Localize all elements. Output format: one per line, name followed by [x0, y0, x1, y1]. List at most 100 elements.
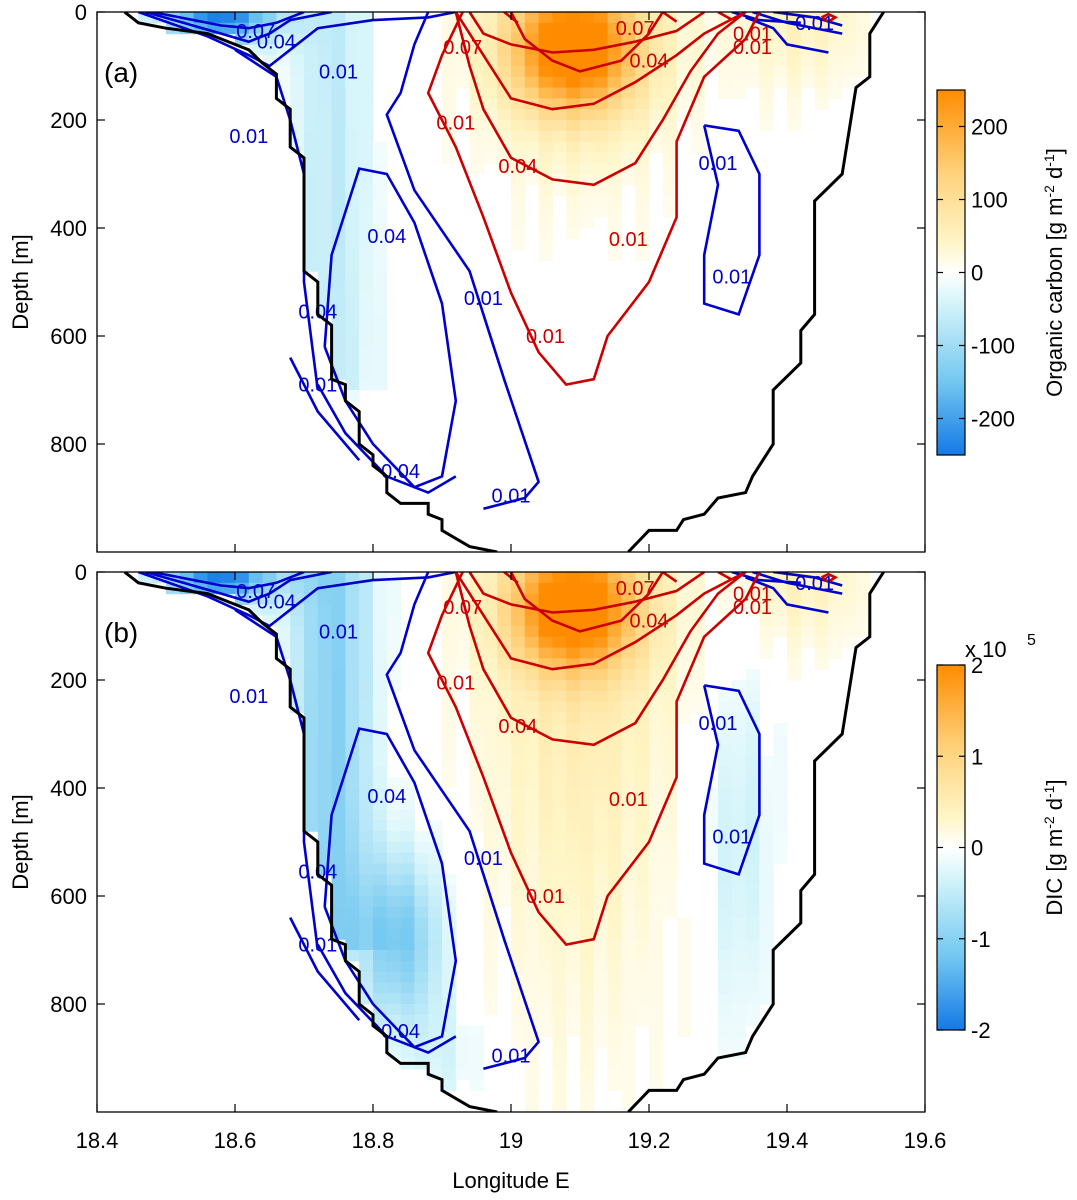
heatmap-cell: [649, 22, 664, 35]
heatmap-cell: [662, 163, 678, 175]
heatmap-cell: [304, 636, 319, 649]
contour-label: 0.01: [464, 848, 503, 870]
heatmap-cell: [373, 863, 388, 875]
heatmap-cell: [676, 690, 691, 703]
contour-label: 0.04: [367, 226, 406, 248]
heatmap-cell: [331, 842, 346, 854]
heatmap-cell: [552, 842, 567, 854]
heatmap-cell: [552, 647, 567, 659]
heatmap-cell: [317, 260, 333, 272]
heatmap-cell: [386, 863, 402, 875]
heatmap-cell: [400, 852, 415, 865]
heatmap-cell: [166, 12, 181, 24]
heatmap-cell: [345, 303, 360, 315]
heatmap-cell: [317, 680, 333, 692]
heatmap-cell: [731, 66, 747, 78]
contour-label: 0.01: [733, 37, 772, 59]
heatmap-cell: [566, 766, 581, 778]
heatmap-cell: [621, 1101, 636, 1112]
heatmap-cell: [552, 12, 567, 24]
heatmap-cell: [635, 120, 650, 132]
colorbar-tick-label: 100: [971, 188, 1008, 213]
contour-line-blue: [151, 12, 305, 30]
heatmap-cell: [345, 379, 360, 391]
heatmap-cell: [455, 572, 471, 584]
heatmap-cell: [359, 44, 374, 56]
heatmap-cell: [511, 960, 526, 973]
heatmap-cell: [649, 960, 664, 973]
heatmap-cell: [524, 1079, 540, 1091]
heatmap-cell: [469, 12, 484, 24]
heatmap-cell: [345, 260, 360, 272]
heatmap-cell: [718, 744, 733, 757]
heatmap-cell: [538, 206, 553, 218]
heatmap-cell: [676, 12, 691, 24]
heatmap-cell: [759, 766, 774, 778]
heatmap-cell: [442, 744, 457, 757]
heatmap-cell: [511, 33, 526, 45]
heatmap-cell: [593, 130, 609, 143]
heatmap-cell: [483, 831, 498, 843]
heatmap-cell: [676, 960, 691, 973]
heatmap-cell: [304, 174, 319, 186]
heatmap-cell: [607, 906, 622, 919]
heatmap-cell: [566, 1004, 581, 1016]
heatmap-cell: [276, 66, 291, 78]
heatmap-cell: [842, 572, 857, 584]
heatmap-cell: [290, 130, 305, 143]
heatmap-cell: [649, 658, 664, 670]
heatmap-cell: [552, 831, 567, 843]
heatmap-cell: [331, 314, 346, 326]
heatmap-cell: [538, 842, 553, 854]
heatmap-cell: [290, 690, 305, 703]
heatmap-cell: [497, 647, 512, 659]
heatmap-cell: [304, 669, 319, 681]
heatmap-cell: [580, 906, 595, 919]
heatmap-cell: [497, 690, 512, 703]
heatmap-cell: [552, 874, 567, 886]
heatmap-cell: [400, 798, 415, 811]
heatmap-cell: [676, 66, 691, 78]
heatmap-cell: [814, 658, 829, 670]
heatmap-cell: [497, 669, 512, 681]
heatmap-cell: [442, 120, 457, 132]
heatmap-cell: [331, 249, 346, 261]
heatmap-cell: [331, 734, 346, 746]
heatmap-cell: [442, 109, 457, 121]
heatmap-cell: [566, 76, 581, 89]
heatmap-cell: [718, 896, 733, 908]
heatmap-cell: [483, 604, 498, 616]
heatmap-cell: [662, 22, 678, 35]
heatmap-cell: [511, 120, 526, 132]
heatmap-cell: [773, 572, 788, 584]
heatmap-cell: [552, 44, 567, 56]
heatmap-cell: [442, 1079, 457, 1091]
heatmap-cell: [731, 701, 747, 713]
heatmap-cell: [593, 120, 609, 132]
heatmap-cell: [635, 766, 650, 778]
heatmap-cell: [621, 98, 636, 110]
heatmap-cell: [538, 917, 553, 929]
heatmap-cell: [593, 744, 609, 757]
heatmap-cell: [580, 593, 595, 605]
heatmap-cell: [345, 390, 360, 402]
heatmap-cell: [773, 593, 788, 605]
y-tick-label: 400: [50, 216, 87, 241]
heatmap-cell: [718, 906, 733, 919]
heatmap-cell: [621, 939, 636, 951]
heatmap-cell: [373, 798, 388, 811]
contour-label: 0.01: [699, 713, 738, 735]
heatmap-cell: [607, 960, 622, 973]
heatmap-cell: [607, 896, 622, 908]
heatmap-cell: [317, 852, 333, 865]
heatmap-cell: [304, 690, 319, 703]
heatmap-cell: [856, 55, 871, 67]
x-tick-label: 19.6: [904, 1128, 947, 1153]
heatmap-cell: [662, 626, 678, 638]
contour-line-blue: [137, 12, 457, 68]
heatmap-cell: [676, 658, 691, 670]
contour-label: 0.01: [526, 326, 565, 348]
heatmap-cell: [345, 615, 360, 627]
heatmap-cell: [524, 734, 540, 746]
heatmap-cell: [580, 950, 595, 962]
